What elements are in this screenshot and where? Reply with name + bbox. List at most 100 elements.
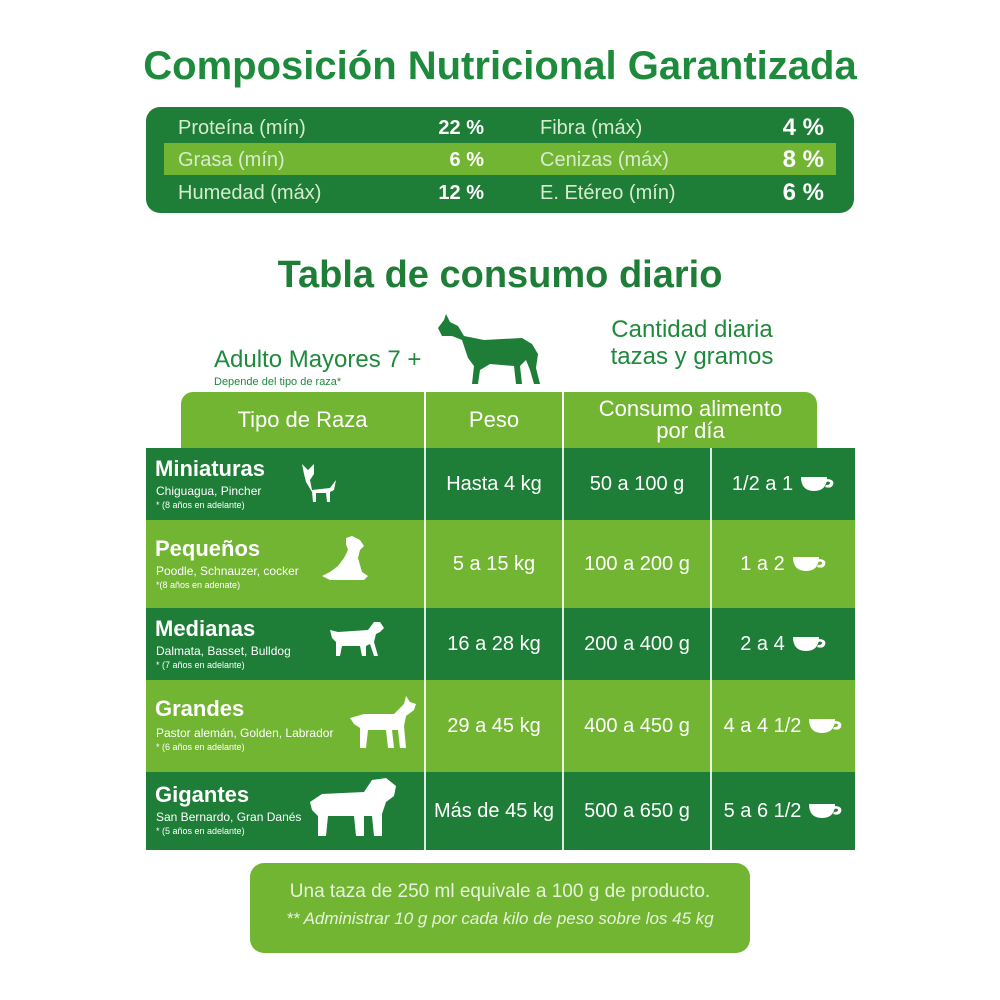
- adult-sublabel: Depende del tipo de raza*: [214, 376, 342, 388]
- nutrition-panel: Proteína (mín) 22 % Fibra (máx) 4 % Gras…: [146, 107, 854, 213]
- table-row: Pequeños Poodle, Schnauzer, cocker *(8 a…: [146, 520, 855, 608]
- nutrient-value: 12 %: [438, 182, 484, 204]
- header-consumption-line-1: Consumo alimento: [598, 396, 783, 421]
- page-title: Composición Nutricional Garantizada: [143, 44, 857, 88]
- column-divider: [562, 448, 564, 520]
- table-row: Gigantes San Bernardo, Gran Danés * (5 a…: [146, 772, 855, 850]
- header-divider: [562, 392, 564, 448]
- cups-value: 1/2 a 1: [731, 472, 794, 495]
- cups-value: 2 a 4: [740, 632, 785, 655]
- breed-size: Medianas: [155, 616, 256, 641]
- breed-age-note: * (7 años en adelante): [156, 660, 245, 670]
- weight-cell: 5 a 15 kg: [452, 552, 536, 575]
- adult-label: Adulto Mayores 7 +: [214, 346, 422, 373]
- grams-cell: 100 a 200 g: [584, 552, 690, 575]
- highlight-band: [164, 143, 836, 175]
- header-consumption-line-2: por día: [656, 418, 725, 443]
- nutrient-label: Humedad (máx): [178, 182, 322, 204]
- doberman-icon: [438, 314, 540, 384]
- column-divider: [562, 772, 564, 850]
- breed-examples: Pastor alemán, Golden, Labrador: [156, 726, 334, 740]
- nutrient-value: 6 %: [449, 149, 484, 171]
- column-divider: [424, 772, 426, 850]
- header-breed: Tipo de Raza: [237, 407, 368, 432]
- grams-cell: 500 a 650 g: [584, 799, 690, 822]
- table-row: Miniaturas Chiguagua, Pincher * (8 años …: [146, 448, 855, 520]
- nutrient-label: Proteína (mín): [178, 117, 306, 139]
- large-dog-icon: [350, 696, 416, 748]
- breed-size: Miniaturas: [155, 456, 266, 481]
- cup-icon: [792, 637, 826, 651]
- column-divider: [424, 680, 426, 772]
- grams-cell: 200 a 400 g: [584, 632, 690, 655]
- footer-line-2: ** Administrar 10 g por cada kilo de pes…: [286, 909, 714, 928]
- table-row: Grandes Pastor alemán, Golden, Labrador …: [146, 680, 855, 772]
- breed-age-note: * (5 años en adelante): [156, 826, 245, 836]
- header-consumption: Consumo alimento por día: [564, 392, 817, 448]
- nutrient-label: Cenizas (máx): [540, 149, 669, 171]
- medium-dog-icon: [330, 622, 384, 656]
- column-divider: [710, 448, 712, 520]
- table-header: Tipo de Raza Peso Consumo alimento por d…: [181, 392, 817, 448]
- quantity-line-2: tazas y gramos: [610, 343, 774, 370]
- nutrient-value: 22 %: [438, 117, 484, 139]
- nutrient-label: E. Etéreo (mín): [540, 182, 676, 204]
- cup-icon: [792, 557, 826, 571]
- nutrition-row: Proteína (mín) 22 % Fibra (máx) 4 %: [146, 111, 854, 143]
- cups-cell: 1 a 2: [712, 520, 855, 608]
- cups-cell: 5 a 6 1/2: [712, 772, 855, 850]
- breed-age-note: *(8 años en adenate): [156, 580, 241, 590]
- nutrient-label: Grasa (mín): [178, 149, 285, 171]
- cups-value: 1 a 2: [740, 552, 785, 575]
- weight-cell: 29 a 45 kg: [447, 714, 541, 737]
- quantity-line-1: Cantidad diaria: [611, 316, 773, 343]
- breed-size: Grandes: [155, 696, 245, 721]
- weight-cell: Hasta 4 kg: [446, 472, 542, 495]
- breed-age-note: * (6 años en adelante): [156, 742, 245, 752]
- column-divider: [424, 608, 426, 680]
- column-divider: [562, 608, 564, 680]
- column-divider: [424, 520, 426, 608]
- breed-examples: Poodle, Schnauzer, cocker: [156, 564, 299, 578]
- table-title: Tabla de consumo diario: [277, 254, 723, 296]
- table-row: Medianas Dalmata, Basset, Bulldog * (7 a…: [146, 608, 855, 680]
- nutrition-row: Grasa (mín) 6 % Cenizas (máx) 8 %: [146, 143, 854, 175]
- breed-size: Pequeños: [155, 536, 261, 561]
- breed-age-note: * (8 años en adelante): [156, 500, 245, 510]
- breed-examples: Chiguagua, Pincher: [156, 484, 262, 498]
- cup-icon: [809, 804, 842, 818]
- weight-cell: 16 a 28 kg: [447, 632, 541, 655]
- column-divider: [710, 608, 712, 680]
- column-divider: [710, 680, 712, 772]
- nutrition-row: Humedad (máx) 12 % E. Etéreo (mín) 6 %: [146, 176, 854, 208]
- weight-cell: Más de 45 kg: [433, 799, 555, 822]
- column-divider: [424, 448, 426, 520]
- column-divider: [710, 772, 712, 850]
- breed-size: Gigantes: [155, 782, 250, 807]
- column-divider: [562, 680, 564, 772]
- nutrient-label: Fibra (máx): [540, 117, 643, 139]
- grams-cell: 400 a 450 g: [584, 714, 690, 737]
- cup-icon: [801, 477, 834, 491]
- cups-cell: 4 a 4 1/2: [712, 680, 855, 772]
- nutrient-value: 6 %: [782, 179, 824, 206]
- chihuahua-icon: [302, 464, 336, 502]
- cups-value: 4 a 4 1/2: [723, 714, 802, 737]
- grams-cell: 50 a 100 g: [589, 472, 685, 495]
- footer-note: Una taza de 250 ml equivale a 100 g de p…: [250, 863, 750, 953]
- header-divider: [424, 392, 426, 448]
- breed-examples: Dalmata, Basset, Bulldog: [156, 644, 291, 658]
- giant-dog-icon: [310, 778, 396, 836]
- breed-examples: San Bernardo, Gran Danés: [156, 810, 302, 824]
- small-dog-icon: [322, 536, 368, 580]
- cups-cell: 1/2 a 1: [712, 448, 855, 520]
- column-divider: [562, 520, 564, 608]
- header-weight: Peso: [468, 407, 520, 432]
- nutrient-value: 4 %: [782, 114, 824, 141]
- cup-icon: [809, 719, 842, 733]
- cups-cell: 2 a 4: [712, 608, 855, 680]
- nutrient-value: 8 %: [782, 146, 824, 173]
- cups-value: 5 a 6 1/2: [723, 799, 802, 822]
- footer-line-1: Una taza de 250 ml equivale a 100 g de p…: [289, 881, 711, 902]
- column-divider: [710, 520, 712, 608]
